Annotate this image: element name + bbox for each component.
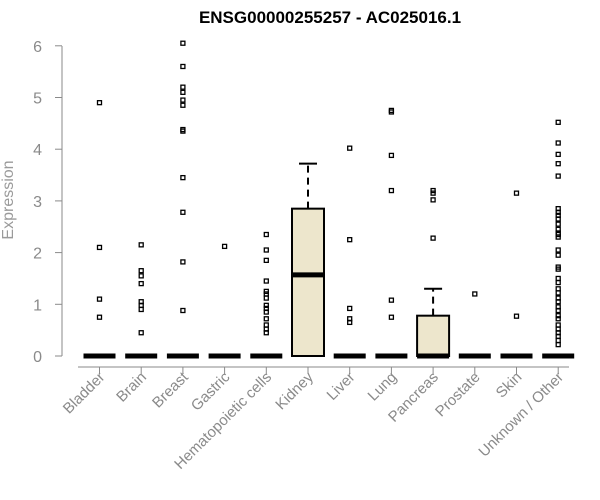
outlier-point xyxy=(263,278,269,284)
outlier-point xyxy=(388,314,395,320)
outlier-point xyxy=(555,286,561,292)
outlier-point xyxy=(555,299,561,305)
outlier-point xyxy=(513,313,520,319)
outlier-point xyxy=(555,316,561,322)
box-8 xyxy=(416,287,451,359)
outlier-point xyxy=(180,89,186,95)
outlier-point xyxy=(555,221,561,227)
outlier-point xyxy=(555,341,561,348)
outlier-point xyxy=(180,209,186,215)
outlier-point xyxy=(180,128,186,134)
outlier-point xyxy=(263,322,269,328)
x-tick-label: Kidney xyxy=(272,368,317,413)
outlier-point xyxy=(263,295,269,301)
outlier-point xyxy=(180,97,186,103)
outlier-point xyxy=(555,279,561,286)
y-tick-label: 1 xyxy=(33,297,42,314)
outlier-point xyxy=(555,247,561,253)
outlier-point xyxy=(180,307,186,314)
outlier-point xyxy=(388,109,395,115)
outlier-point xyxy=(555,337,561,344)
outlier-point xyxy=(138,330,144,336)
outlier-point xyxy=(138,268,144,274)
outlier-point xyxy=(555,322,561,328)
outlier-point xyxy=(138,306,144,313)
outlier-point xyxy=(96,314,103,320)
outlier-point xyxy=(96,244,103,251)
outlier-point xyxy=(555,209,561,215)
outlier-point xyxy=(555,119,561,125)
outlier-point xyxy=(555,313,561,319)
outlier-point xyxy=(263,309,269,315)
outlier-point xyxy=(555,173,561,179)
outlier-point xyxy=(138,302,144,308)
y-tick-label: 5 xyxy=(33,91,42,108)
outlier-point xyxy=(96,100,103,106)
outlier-point xyxy=(180,102,186,108)
box-rect xyxy=(416,314,451,358)
y-tick-label: 6 xyxy=(33,39,42,56)
outlier-point xyxy=(138,280,144,287)
x-tick-label: Liver xyxy=(324,369,359,404)
outlier-point xyxy=(347,237,353,243)
box-rect xyxy=(291,207,325,357)
x-tick-label: Bladder xyxy=(60,369,109,418)
outlier-point xyxy=(96,296,103,302)
outlier-point xyxy=(513,190,520,196)
outlier-point xyxy=(180,84,186,90)
outlier-point xyxy=(555,161,561,167)
outlier-point xyxy=(263,231,269,238)
outlier-point xyxy=(263,302,269,308)
outlier-point xyxy=(263,247,269,253)
outlier-point xyxy=(472,291,478,297)
y-axis-label: Expression xyxy=(0,160,17,239)
outlier-point xyxy=(388,297,395,303)
outlier-point xyxy=(555,151,561,158)
outlier-point xyxy=(555,307,561,314)
outlier-point xyxy=(180,174,186,181)
y-tick-label: 3 xyxy=(33,194,42,211)
outlier-point xyxy=(555,290,561,296)
outlier-point xyxy=(555,266,561,272)
chart-title: ENSG00000255257 - AC025016.1 xyxy=(199,8,461,27)
outlier-point xyxy=(430,235,436,241)
outlier-point xyxy=(263,316,269,322)
x-tick-label: Breast xyxy=(149,368,192,411)
outlier-point xyxy=(347,319,353,326)
x-tick-label: Brain xyxy=(113,369,150,406)
box-5 xyxy=(291,162,325,357)
y-tick-label: 2 xyxy=(33,246,42,263)
outlier-point xyxy=(555,140,561,146)
outlier-point xyxy=(347,305,353,312)
outlier-point xyxy=(263,257,269,264)
x-tick-label: Prostate xyxy=(432,369,484,421)
outlier-point xyxy=(180,63,186,70)
outlier-point xyxy=(138,273,144,279)
x-tick-label: Skin xyxy=(493,369,526,402)
boxes xyxy=(83,162,575,359)
outlier-point xyxy=(347,145,353,151)
outlier-point xyxy=(263,330,269,336)
y-tick-label: 0 xyxy=(33,349,42,366)
x-tick-label: Lung xyxy=(365,369,401,405)
outlier-point xyxy=(555,252,561,258)
outlier-point xyxy=(221,243,228,250)
outlier-point xyxy=(180,40,186,46)
outlier-point xyxy=(555,216,561,222)
outlier-point xyxy=(555,275,561,282)
outlier-point xyxy=(430,190,436,196)
y-tick-label: 4 xyxy=(33,142,42,159)
outlier-point xyxy=(555,333,561,340)
outlier-point xyxy=(388,187,395,194)
outliers xyxy=(96,40,561,348)
y-ticks: 0 1 2 3 4 5 6 xyxy=(33,39,62,366)
outlier-point xyxy=(180,259,186,265)
outlier-point xyxy=(138,242,144,248)
outlier-point xyxy=(430,197,436,203)
outlier-point xyxy=(555,234,561,240)
outlier-point xyxy=(388,152,395,159)
